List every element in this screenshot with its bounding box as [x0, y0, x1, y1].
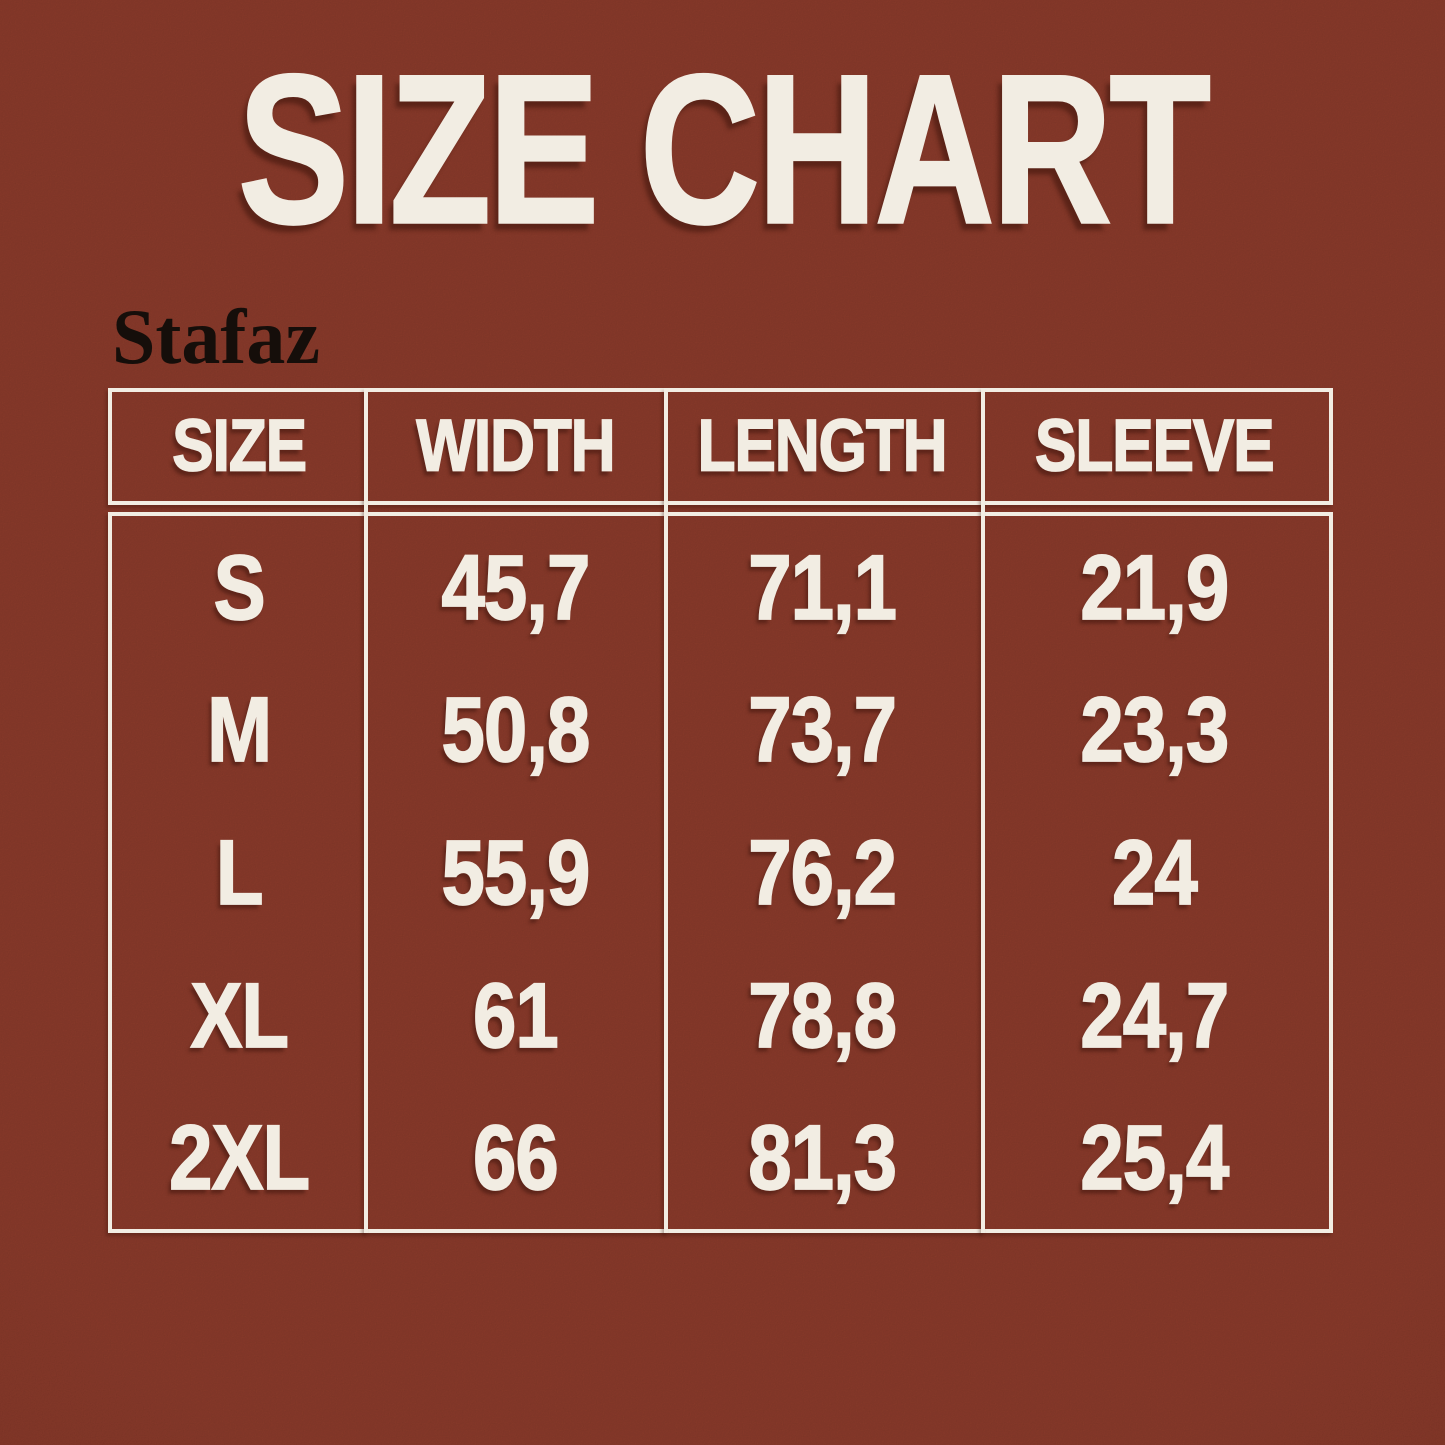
- column-divider: [664, 388, 669, 1233]
- table-cell: 71,1: [665, 534, 980, 640]
- table-cell-value: 61: [472, 962, 559, 1068]
- table-row: XL 61 78,8 24,7: [112, 944, 1329, 1087]
- table-cell: 55,9: [366, 819, 664, 925]
- table-row: M 50,8 73,7 23,3: [112, 659, 1329, 802]
- table-cell-value: M: [206, 676, 272, 782]
- table-cell: 21,9: [980, 534, 1329, 640]
- table-row: 2XL 66 81,3 25,4: [112, 1086, 1329, 1229]
- table-cell-value: 73,7: [747, 676, 897, 782]
- header-body-gap: [108, 505, 1333, 512]
- table-cell: 81,3: [665, 1104, 980, 1210]
- brand-label: Stafaz: [112, 293, 320, 380]
- table-cell: 24: [980, 819, 1329, 925]
- table-cell-value: 2XL: [168, 1104, 311, 1210]
- page-title-text: SIZE CHART: [236, 31, 1211, 269]
- page-title: SIZE CHART: [0, 43, 1445, 258]
- table-cell-value: 71,1: [747, 534, 897, 640]
- header-cell-width: WIDTH: [416, 405, 617, 488]
- table-cell-value: S: [213, 534, 267, 640]
- table-cell-value: 78,8: [747, 962, 897, 1068]
- table-cell-value: 55,9: [441, 819, 591, 925]
- table-cell-value: 76,2: [747, 819, 897, 925]
- table-cell: 45,7: [366, 534, 664, 640]
- header-cell-sleeve: SLEEVE: [1034, 405, 1275, 488]
- table-cell: 2XL: [112, 1104, 366, 1210]
- table-cell: XL: [112, 962, 366, 1068]
- header-cell-size: SIZE: [172, 405, 308, 488]
- table-cell: M: [112, 676, 366, 782]
- table-cell-value: 50,8: [441, 676, 591, 782]
- table-cell-value: 24,7: [1080, 962, 1230, 1068]
- table-cell: L: [112, 819, 366, 925]
- table-cell: S: [112, 534, 366, 640]
- table-cell: 25,4: [980, 1104, 1329, 1210]
- table-cell: 73,7: [665, 676, 980, 782]
- table-cell: 24,7: [980, 962, 1329, 1068]
- table-header-row: SIZE WIDTH LENGTH SLEEVE: [108, 388, 1333, 505]
- table-cell: 61: [366, 962, 664, 1068]
- header-cell-length: LENGTH: [697, 405, 948, 488]
- table-cell-value: 25,4: [1080, 1104, 1230, 1210]
- table-cell-value: 45,7: [441, 534, 591, 640]
- table-cell: 78,8: [665, 962, 980, 1068]
- table-cell-value: L: [215, 819, 264, 925]
- size-table: SIZE WIDTH LENGTH SLEEVE S 45,7 71,1 21,9 M 5…: [108, 388, 1333, 1233]
- table-cell: 66: [366, 1104, 664, 1210]
- table-cell-value: 21,9: [1080, 534, 1230, 640]
- table-cell: 50,8: [366, 676, 664, 782]
- table-body: S 45,7 71,1 21,9 M 50,8 73,7 23,3 L 55,9 76,2 24 XL 6…: [108, 512, 1333, 1233]
- table-row: L 55,9 76,2 24: [112, 801, 1329, 944]
- table-cell-value: 81,3: [747, 1104, 897, 1210]
- table-cell-value: 23,3: [1080, 676, 1230, 782]
- table-cell: 23,3: [980, 676, 1329, 782]
- column-divider: [364, 388, 369, 1233]
- table-row: S 45,7 71,1 21,9: [112, 516, 1329, 659]
- table-cell-value: 66: [472, 1104, 559, 1210]
- table-cell: 76,2: [665, 819, 980, 925]
- column-divider: [981, 388, 986, 1233]
- table-cell-value: 24: [1111, 819, 1198, 925]
- table-cell-value: XL: [190, 962, 290, 1068]
